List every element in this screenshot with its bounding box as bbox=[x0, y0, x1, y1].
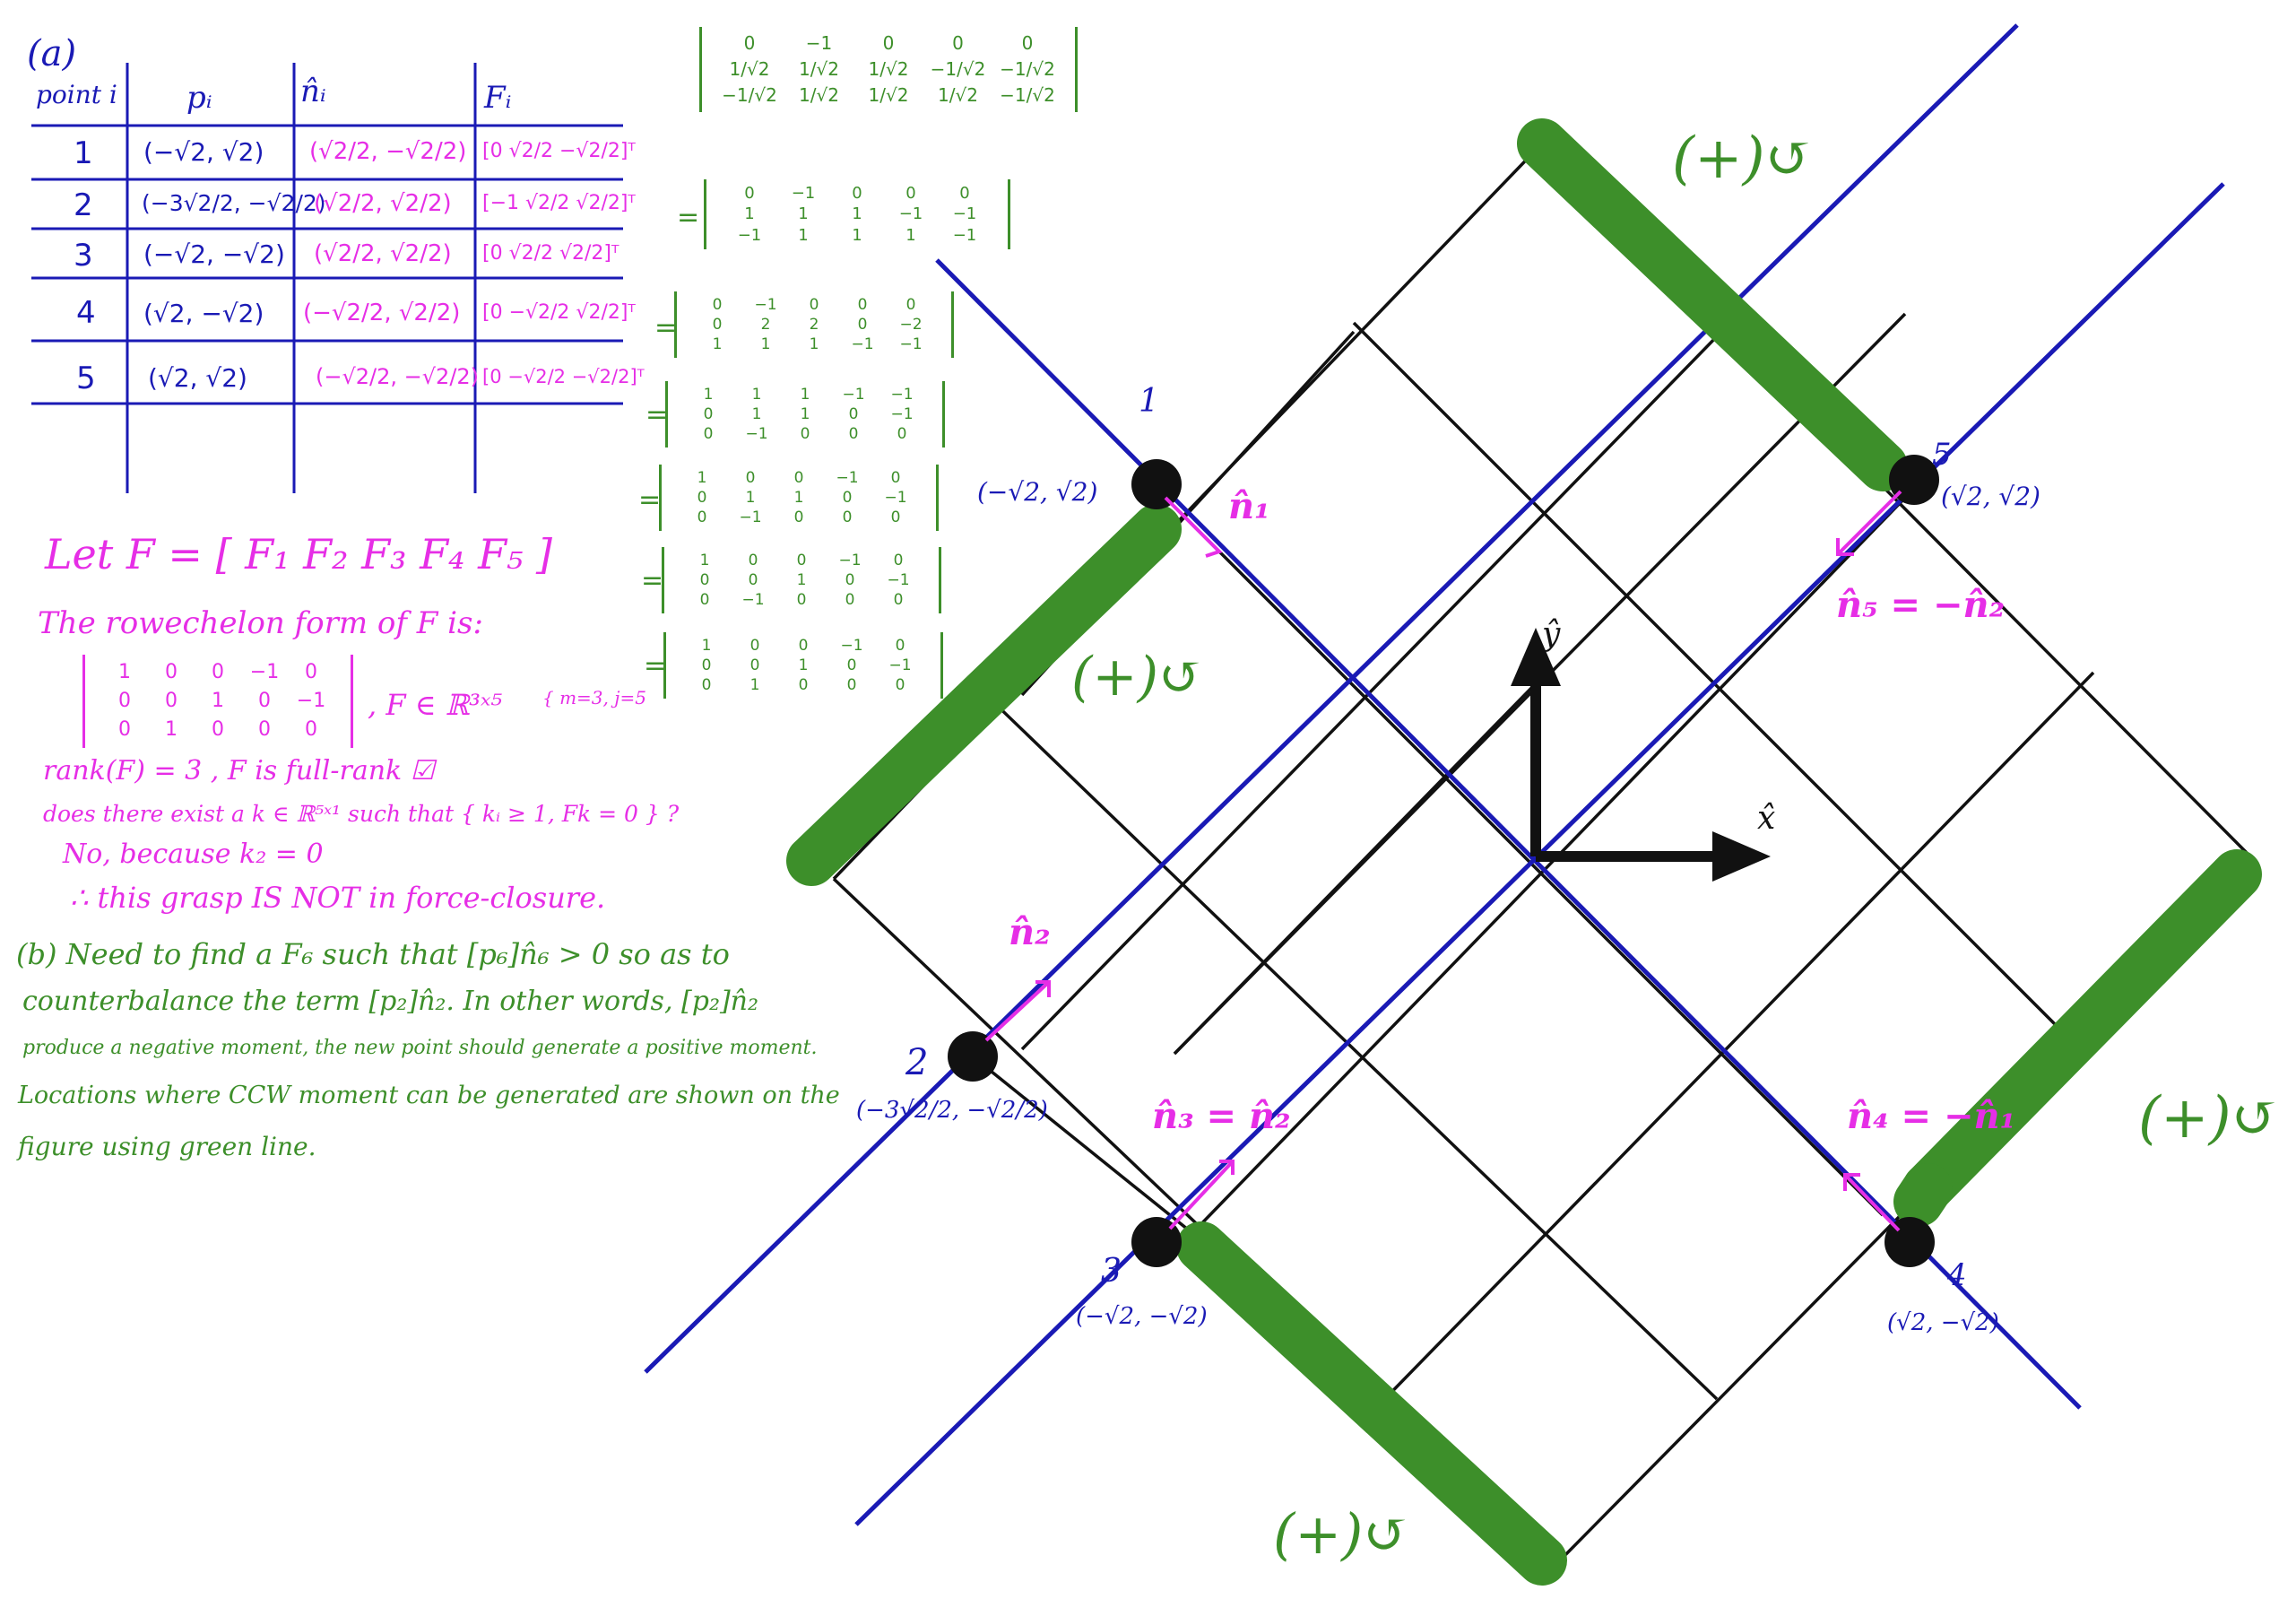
row2-i: 2 bbox=[74, 187, 93, 223]
point-5-num: 5 bbox=[1932, 437, 1952, 473]
point-3-num: 3 bbox=[1101, 1253, 1122, 1290]
part-b-line-1: (b) Need to find a F₆ such that [p₆]n̂₆ … bbox=[16, 937, 730, 971]
row1-i: 1 bbox=[74, 135, 93, 171]
row4-n: (−√2/2, √2/2) bbox=[303, 300, 461, 326]
equals-4: = bbox=[638, 484, 662, 516]
contact-point-3 bbox=[1131, 1217, 1182, 1267]
normal-3-label: n̂₃ = n̂₂ bbox=[1152, 1095, 1291, 1137]
rank-line: rank(F) = 3 , F is full-rank ☑ bbox=[43, 755, 435, 786]
row5-i: 5 bbox=[76, 361, 96, 396]
matrix-step-2: 0 −1 0 0 0 1 1 1 −1 −1 −1 1 1 1 −1 bbox=[704, 179, 1010, 250]
normal-arrows bbox=[984, 490, 1902, 1232]
matrix-step-6: 1 0 0 −1 0 0 0 1 0 −1 0 −1 0 0 0 bbox=[662, 547, 941, 614]
row5-f: [0 −√2/2 −√2/2]ᵀ bbox=[482, 366, 645, 387]
row2-n: (√2/2, √2/2) bbox=[314, 190, 452, 217]
exist-line: does there exist a k ∈ ℝ⁵ˣ¹ such that { … bbox=[43, 801, 680, 827]
ccw-regions bbox=[786, 118, 2262, 1586]
part-b-line-2: counterbalance the term [p₂]n̂₂. In othe… bbox=[22, 986, 759, 1017]
point-2-num: 2 bbox=[905, 1042, 929, 1083]
x-arrowhead bbox=[1712, 831, 1771, 882]
row1-p: (−√2, √2) bbox=[143, 137, 264, 167]
row1-n: (√2/2, −√2/2) bbox=[309, 138, 467, 165]
x-axis-label: x̂ bbox=[1757, 800, 1776, 837]
normal-1-label: n̂₁ bbox=[1228, 485, 1270, 527]
part-a-label: (a) bbox=[27, 33, 77, 74]
point-4-coord: (√2, −√2) bbox=[1887, 1309, 1999, 1336]
contact-point-1 bbox=[1131, 459, 1182, 509]
equals-6: = bbox=[644, 650, 667, 682]
row5-p: (√2, √2) bbox=[148, 363, 247, 393]
let-line: Let F = [ F₁ F₂ F₃ F₄ F₅ ] bbox=[45, 530, 552, 578]
point-1-coord: (−√2, √2) bbox=[977, 477, 1098, 507]
ccw-label-left: (+)↺ bbox=[1071, 646, 1204, 708]
matrix-step-3: 0 −1 0 0 0 0 2 2 0 −2 1 1 1 −1 −1 bbox=[674, 291, 954, 359]
equals-5: = bbox=[641, 565, 664, 596]
mn-brace: { m=3, j=5 bbox=[542, 687, 646, 708]
matrix-step-1: 0 −1 0 0 0 1/√2 1/√2 1/√2 −1/√2 −1/√2 −1/√2 1/√2 1… bbox=[699, 27, 1078, 112]
point-3-coord: (−√2, −√2) bbox=[1076, 1303, 1208, 1330]
contact-point-2 bbox=[948, 1031, 998, 1082]
header-n: n̂ᵢ bbox=[300, 74, 326, 109]
ccw-label-top: (+)↺ bbox=[1672, 126, 1814, 192]
row4-f: [0 −√2/2 √2/2]ᵀ bbox=[482, 301, 636, 324]
equals-1: = bbox=[677, 202, 700, 233]
row3-i: 3 bbox=[74, 238, 93, 274]
row2-p: (−3√2/2, −√2/2) bbox=[142, 190, 326, 216]
row3-f: [0 √2/2 √2/2]ᵀ bbox=[482, 242, 619, 265]
point-2-coord: (−3√2/2, −√2/2) bbox=[856, 1097, 1048, 1124]
row4-p: (√2, −√2) bbox=[143, 299, 264, 328]
matrix-step-4: 1 1 1 −1 −1 0 1 1 0 −1 0 −1 0 0 0 bbox=[665, 381, 945, 448]
axes bbox=[1530, 682, 1721, 862]
header-f: Fᵢ bbox=[484, 80, 512, 116]
table-grid bbox=[31, 63, 623, 493]
y-arrowhead bbox=[1511, 628, 1561, 686]
ccw-label-right: (+)↺ bbox=[2138, 1085, 2280, 1151]
y-axis-label: ŷ bbox=[1542, 616, 1561, 653]
point-4-num: 4 bbox=[1947, 1257, 1967, 1293]
rref-line: The rowechelon form of F is: bbox=[38, 605, 483, 641]
row3-n: (√2/2, √2/2) bbox=[314, 240, 452, 267]
point-5-coord: (√2, √2) bbox=[1941, 482, 2040, 511]
dims: , F ∈ ℝ³ˣ⁵ bbox=[368, 688, 503, 722]
matrix-step-5: 1 0 0 −1 0 0 1 1 0 −1 0 −1 0 0 0 bbox=[659, 465, 939, 532]
row1-f: [0 √2/2 −√2/2]ᵀ bbox=[482, 140, 636, 162]
normal-2-label: n̂₂ bbox=[1009, 911, 1051, 953]
point-1-num: 1 bbox=[1139, 383, 1159, 420]
normal-5-label: n̂₅ = −n̂₂ bbox=[1836, 584, 2006, 626]
ccw-label-bottom: (+)↺ bbox=[1273, 1501, 1410, 1567]
equals-3: = bbox=[645, 399, 669, 430]
equals-2: = bbox=[654, 312, 678, 343]
part-b-line-3: produce a negative moment, the new point… bbox=[22, 1037, 818, 1059]
part-b-line-4: Locations where CCW moment can be genera… bbox=[18, 1082, 840, 1109]
header-p: pᵢ bbox=[186, 80, 212, 116]
normal-4-label: n̂₄ = −n̂₁ bbox=[1847, 1095, 2016, 1137]
header-point: point i bbox=[36, 80, 117, 109]
row5-n: (−√2/2, −√2/2) bbox=[316, 364, 480, 389]
part-b-line-5: figure using green line. bbox=[18, 1132, 316, 1161]
conclusion: ∴ this grasp IS NOT in force-closure. bbox=[70, 881, 606, 915]
no-line: No, because k₂ = 0 bbox=[63, 839, 324, 870]
row2-f: [−1 √2/2 √2/2]ᵀ bbox=[482, 192, 636, 214]
row4-i: 4 bbox=[76, 295, 96, 331]
row3-p: (−√2, −√2) bbox=[143, 239, 285, 269]
